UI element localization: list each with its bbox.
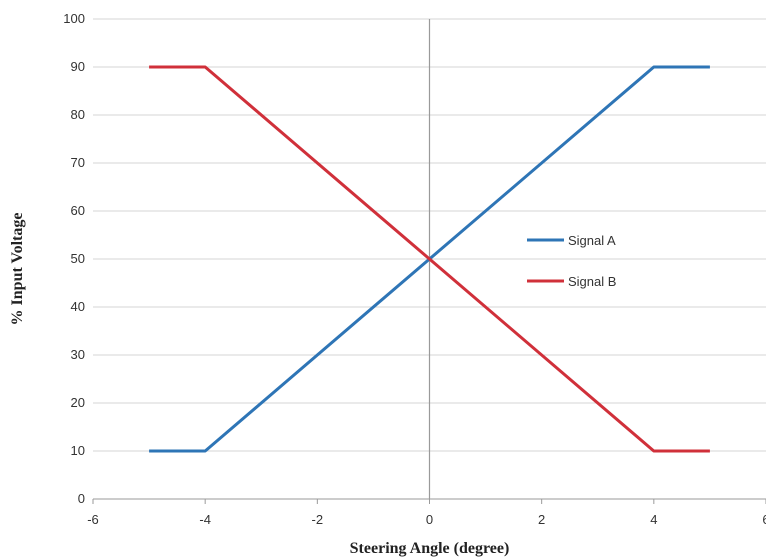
x-tick-label: 4 <box>650 512 657 527</box>
y-axis-title: % Input Voltage <box>9 213 26 326</box>
y-tick-label: 60 <box>71 203 85 218</box>
data-series <box>149 65 710 453</box>
x-tick-label: 6 <box>762 512 766 527</box>
axes: 0 10 20 30 40 50 60 70 80 90 100 -6 -4 -2 0 2 4 6 <box>63 11 766 527</box>
x-tick-label: -6 <box>87 512 99 527</box>
y-tick-label: 40 <box>71 299 85 314</box>
y-tick-label: 20 <box>71 395 85 410</box>
y-tick-label: 80 <box>71 107 85 122</box>
x-tick-label: 0 <box>426 512 433 527</box>
y-tick-label: 50 <box>71 251 85 266</box>
y-tick-label: 30 <box>71 347 85 362</box>
x-tick-label: 2 <box>538 512 545 527</box>
legend-label: Signal B <box>568 274 616 289</box>
y-tick-label: 0 <box>78 491 85 506</box>
series-line-signal-b <box>149 65 710 453</box>
x-axis-title: Steering Angle (degree) <box>350 540 510 557</box>
legend: Signal A Signal B <box>527 233 616 289</box>
y-tick-label: 10 <box>71 443 85 458</box>
y-tick-label: 100 <box>63 11 85 26</box>
x-tick-label: -2 <box>312 512 324 527</box>
y-tick-label: 70 <box>71 155 85 170</box>
y-tick-label: 90 <box>71 59 85 74</box>
legend-label: Signal A <box>568 233 616 248</box>
x-tick-label: -4 <box>199 512 211 527</box>
